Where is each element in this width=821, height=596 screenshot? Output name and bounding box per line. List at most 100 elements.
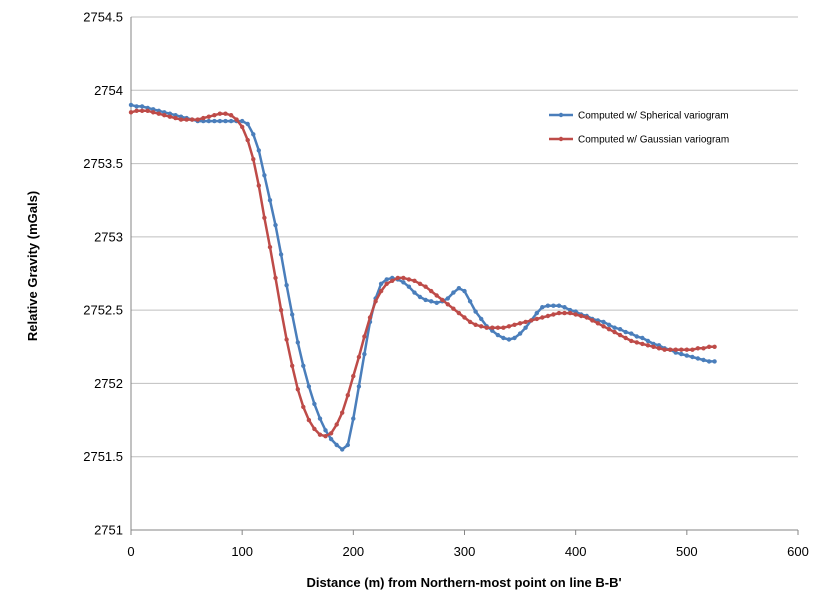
data-point xyxy=(173,115,178,121)
series-layer xyxy=(128,102,717,452)
data-point xyxy=(429,299,434,304)
data-point xyxy=(679,347,684,352)
data-point xyxy=(306,384,312,389)
data-point xyxy=(345,442,350,448)
data-point xyxy=(573,312,578,317)
data-point xyxy=(479,324,484,329)
data-point xyxy=(451,290,456,295)
y-tick-label: 2751.5 xyxy=(83,449,123,464)
data-point xyxy=(623,335,628,341)
data-point xyxy=(706,344,712,349)
y-tick-label: 2752 xyxy=(94,376,123,391)
data-point xyxy=(506,337,512,342)
y-tick-label: 2752.5 xyxy=(83,303,123,318)
data-point xyxy=(323,428,328,433)
data-point xyxy=(617,327,623,332)
data-point xyxy=(473,309,478,314)
series-2 xyxy=(128,108,717,439)
data-point xyxy=(706,359,712,364)
data-point xyxy=(517,331,523,336)
data-point xyxy=(629,331,634,336)
data-point xyxy=(456,310,462,316)
data-point xyxy=(523,325,528,330)
x-tick-label: 0 xyxy=(127,544,134,559)
data-point xyxy=(139,104,145,109)
series-line xyxy=(130,109,715,438)
data-point xyxy=(412,290,417,295)
data-point xyxy=(601,324,606,329)
data-point xyxy=(217,111,223,116)
data-point xyxy=(251,157,256,162)
data-point xyxy=(278,307,284,313)
data-point xyxy=(634,334,639,339)
data-point xyxy=(245,137,250,143)
data-point xyxy=(290,312,295,317)
x-tick-label: 400 xyxy=(565,544,587,559)
data-point xyxy=(551,303,556,308)
y-axis-title: Relative Gravity (mGals) xyxy=(25,191,40,341)
data-point xyxy=(629,338,634,344)
data-point xyxy=(668,347,673,352)
data-point xyxy=(323,434,328,439)
data-point xyxy=(462,315,467,320)
data-point xyxy=(290,363,295,368)
data-point xyxy=(584,315,589,320)
data-point xyxy=(328,436,334,442)
data-point xyxy=(128,102,134,108)
data-point xyxy=(262,173,267,178)
data-point xyxy=(423,297,428,303)
data-point xyxy=(562,310,567,316)
data-point xyxy=(712,359,717,364)
data-point xyxy=(534,316,539,322)
data-point xyxy=(512,322,517,327)
data-point xyxy=(612,329,617,335)
data-point xyxy=(340,410,345,415)
data-point xyxy=(212,113,217,118)
data-point xyxy=(267,244,273,250)
data-point xyxy=(662,347,667,352)
data-point xyxy=(501,325,506,330)
data-point xyxy=(384,281,389,286)
data-point xyxy=(690,347,695,352)
data-point xyxy=(462,288,467,294)
data-point xyxy=(495,332,501,338)
data-point xyxy=(328,431,334,436)
data-point xyxy=(429,288,434,294)
data-point xyxy=(262,215,267,220)
data-point xyxy=(240,124,245,130)
data-point xyxy=(595,321,601,326)
data-point xyxy=(167,114,173,119)
data-point xyxy=(562,305,567,310)
data-point xyxy=(540,305,545,310)
data-point xyxy=(162,113,167,118)
data-point xyxy=(656,346,662,351)
data-point xyxy=(228,113,234,118)
data-point xyxy=(579,313,584,319)
data-point xyxy=(378,281,384,286)
data-point xyxy=(556,310,562,316)
legend-swatch-marker xyxy=(558,112,564,118)
data-point xyxy=(645,338,651,344)
data-point xyxy=(156,111,161,116)
data-point xyxy=(206,114,211,119)
data-point xyxy=(151,110,156,115)
y-tick-label: 2753.5 xyxy=(83,156,123,171)
data-point xyxy=(679,351,684,357)
data-point xyxy=(567,310,573,316)
data-point xyxy=(645,343,651,348)
data-point xyxy=(601,319,606,325)
data-point xyxy=(301,404,306,410)
data-point xyxy=(445,296,450,301)
data-point xyxy=(451,306,456,311)
data-point xyxy=(273,222,278,228)
legend-label: Computed w/ Spherical variogram xyxy=(578,111,729,122)
data-point xyxy=(712,344,717,349)
data-point xyxy=(406,284,412,289)
data-point xyxy=(684,353,689,358)
data-point xyxy=(434,293,439,298)
data-point xyxy=(529,318,534,323)
data-point xyxy=(378,288,384,294)
x-axis-tick-labels: 0 100 200 300 400 500 600 xyxy=(127,544,808,559)
series-line xyxy=(130,103,715,451)
data-point xyxy=(490,325,495,330)
